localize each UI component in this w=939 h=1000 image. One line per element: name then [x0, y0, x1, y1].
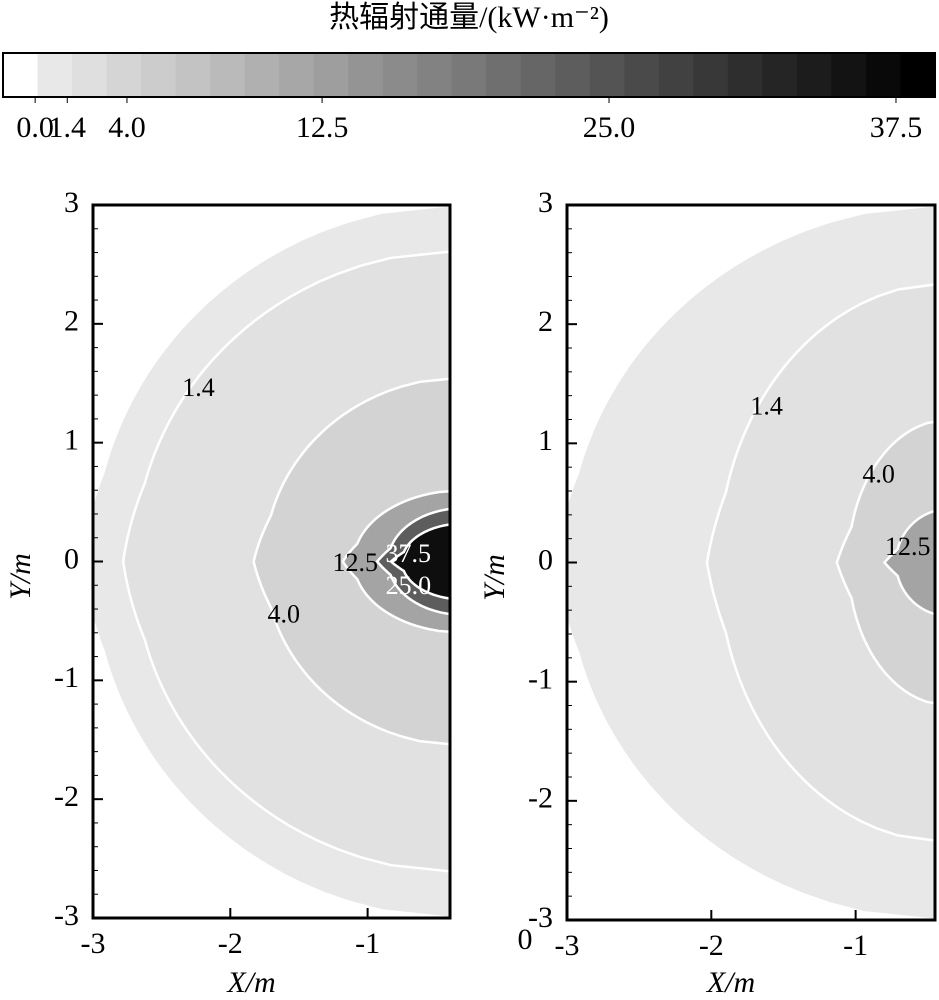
y-tick-label: -2 — [528, 782, 553, 815]
colorbar-tick-label: 1.4 — [49, 111, 87, 144]
colorbar-band — [244, 53, 280, 97]
colorbar-title: 热辐射通量/(kW·m⁻²) — [329, 1, 609, 34]
colorbar-tick-label: 25.0 — [583, 111, 636, 144]
contour-line — [341, 489, 450, 634]
colorbar-band — [175, 53, 211, 97]
contour-line — [835, 420, 935, 705]
y-tick-label: 0 — [538, 543, 553, 576]
contour-fill — [884, 510, 935, 615]
contour-label: 12.5 — [332, 548, 378, 577]
x-tick-label: -2 — [218, 927, 243, 960]
y-tick-label: 3 — [64, 186, 79, 219]
contour-fill — [390, 524, 450, 599]
colorbar-tick-label: 0.0 — [16, 111, 54, 144]
x-tick-label: -1 — [843, 929, 868, 962]
colorbar-band — [417, 53, 453, 97]
y-tick-label: 2 — [538, 305, 553, 338]
colorbar-band — [451, 53, 487, 97]
x-tick-label: -3 — [555, 929, 580, 962]
contour-fill — [706, 284, 935, 841]
colorbar-band — [900, 53, 936, 97]
colorbar-tick-label: 37.5 — [870, 111, 923, 144]
x-tick-label: -1 — [355, 927, 380, 960]
colorbar-band — [382, 53, 418, 97]
x-axis-label: X/m — [706, 966, 755, 999]
plot-area — [93, 206, 450, 917]
colorbar-band — [72, 53, 108, 97]
contour-label: 1.4 — [182, 373, 215, 402]
colorbar-band — [589, 53, 625, 97]
contour-line — [882, 509, 935, 616]
y-tick-label: -3 — [528, 901, 553, 934]
colorbar-band — [486, 53, 522, 97]
colorbar-band — [727, 53, 763, 97]
contour-line — [389, 523, 450, 600]
colorbar-band — [3, 53, 39, 97]
x-tick-label: -3 — [81, 927, 106, 960]
colorbar-tick-label: 4.0 — [108, 111, 146, 144]
contour-label: 4.0 — [268, 600, 301, 629]
colorbar-band — [831, 53, 867, 97]
corner-label: 0 — [518, 923, 533, 956]
y-tick-label: -1 — [54, 661, 79, 694]
y-tick-label: 2 — [64, 305, 79, 338]
colorbar-band — [37, 53, 73, 97]
y-tick-label: 1 — [64, 424, 79, 457]
colorbar-band — [313, 53, 349, 97]
contour-line — [121, 250, 450, 873]
colorbar-band — [141, 53, 177, 97]
y-tick-label: 0 — [64, 542, 79, 575]
colorbar-frame — [2, 52, 936, 98]
x-tick-label: -2 — [699, 929, 724, 962]
contour-label: 25.0 — [386, 571, 432, 600]
y-tick-label: 1 — [538, 424, 553, 457]
colorbar-band — [106, 53, 142, 97]
plot-area — [567, 206, 935, 919]
contour-label: 1.4 — [750, 391, 783, 420]
x-axis-label: X/m — [226, 966, 275, 999]
y-tick-label: -3 — [54, 899, 79, 932]
y-tick-label: 3 — [538, 186, 553, 219]
colorbar-band — [279, 53, 315, 97]
colorbar-band — [762, 53, 798, 97]
colorbar-tick-label: 12.5 — [296, 111, 349, 144]
contour-line — [705, 283, 935, 842]
colorbar-band — [210, 53, 246, 97]
colorbar-band — [693, 53, 729, 97]
colorbar-band — [796, 53, 832, 97]
y-axis-label: Y/m — [478, 554, 511, 601]
contour-label: 12.5 — [885, 532, 931, 561]
contour-label: 37.5 — [385, 539, 431, 568]
colorbar-band — [865, 53, 901, 97]
colorbar-band — [520, 53, 556, 97]
colorbar-band — [555, 53, 591, 97]
y-axis-label: Y/m — [4, 553, 37, 600]
y-tick-label: -1 — [528, 663, 553, 696]
colorbar-band — [348, 53, 384, 97]
colorbar-band — [624, 53, 660, 97]
colorbar-band — [658, 53, 694, 97]
contour-label: 4.0 — [862, 460, 895, 489]
contour-line — [375, 507, 450, 616]
y-tick-label: -2 — [54, 780, 79, 813]
contour-line — [252, 377, 450, 746]
